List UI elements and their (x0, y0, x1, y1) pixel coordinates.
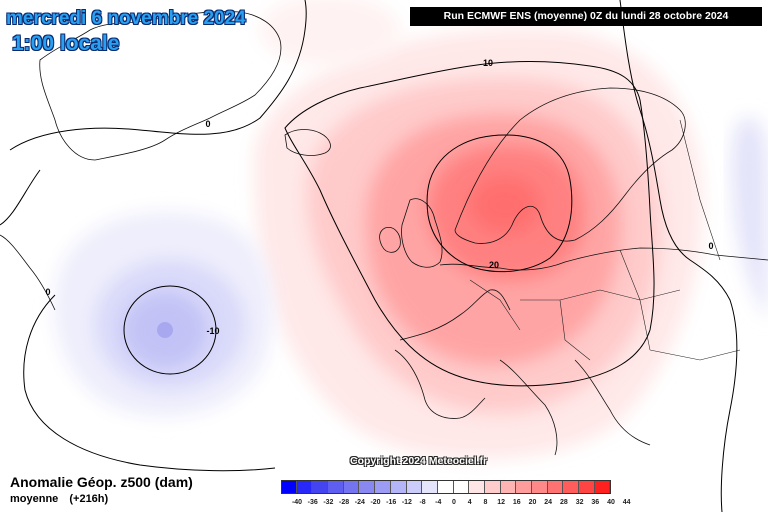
color-swatch (422, 480, 438, 494)
forecast-time: 1:00 locale (12, 32, 120, 55)
contour-label: -10 (206, 326, 219, 336)
greenland-coast (39, 11, 282, 161)
british-isles-coast (379, 198, 443, 268)
color-swatch (453, 480, 470, 494)
labrador-coast (0, 234, 56, 311)
color-scale-tick: 40 (607, 499, 615, 506)
color-swatch (594, 480, 611, 494)
contour-label: 0 (205, 119, 210, 129)
color-swatch (563, 480, 580, 494)
subtitle-mean: moyenne (10, 493, 59, 505)
color-swatch (328, 480, 344, 494)
color-swatch (281, 480, 297, 494)
contour-zero-east (619, 0, 738, 512)
map-parameter-title: Anomalie Géop. z500 (dam) (10, 474, 193, 490)
color-scale-tick: 8 (483, 499, 488, 506)
color-scale-tick: -20 (370, 499, 381, 506)
contour-label: 0 (45, 287, 50, 297)
color-swatch (375, 480, 391, 494)
color-swatch (532, 480, 548, 494)
color-scale-tick: 44 (622, 499, 631, 506)
map-parameter-subtitle: moyenne (+216h) (10, 493, 116, 505)
color-swatch (312, 480, 329, 494)
color-scale-tick: 20 (528, 499, 537, 506)
scandinavia-coast (454, 87, 686, 244)
color-scale-tick: 36 (591, 499, 600, 506)
color-scale-tick: -4 (435, 499, 442, 506)
color-scale-tick: -8 (419, 499, 426, 506)
contour-label: 10 (483, 58, 493, 68)
forecast-date: mercredi 6 novembre 2024 (6, 8, 246, 29)
color-swatch (437, 480, 454, 494)
model-run-banner: Run ECMWF ENS (moyenne) 0Z du lundi 28 o… (410, 7, 762, 26)
negative-anomaly-east (731, 117, 768, 320)
color-scale-tick: 32 (575, 499, 584, 506)
contour-label: 0 (708, 241, 713, 251)
color-scale-tick: -36 (307, 499, 318, 506)
coastlines (0, 11, 768, 456)
color-scale-tick: 24 (544, 499, 553, 506)
color-scale-tick: 28 (559, 499, 568, 506)
contour-twenty (426, 134, 573, 273)
positive-anomaly-northwest (260, 0, 400, 65)
color-swatch (390, 480, 407, 494)
contour-zero-west (0, 0, 307, 472)
color-swatch (484, 480, 501, 494)
color-scale-tick: -32 (323, 499, 334, 506)
color-swatch (469, 480, 485, 494)
anomaly-contours (0, 0, 738, 512)
borders (469, 119, 741, 361)
color-scale (281, 480, 611, 494)
color-scale-tick: -40 (291, 499, 303, 506)
color-scale-ticks: -40 -36 -32 -28 -24 -20 -16 -12 -8 -4 0 4 8 12 16 20 24 2… (281, 499, 631, 511)
color-scale-tick: 12 (497, 499, 505, 506)
subtitle-lead-time: (+216h) (69, 493, 109, 505)
positive-anomaly-max (470, 177, 540, 233)
color-swatch (359, 480, 376, 494)
color-swatch (579, 480, 595, 494)
color-scale-tick: -24 (354, 499, 365, 506)
color-scale-tick: -28 (339, 499, 350, 506)
anomaly-shading (54, 0, 768, 459)
color-scale-tick: 4 (467, 499, 472, 506)
color-swatch (547, 480, 564, 494)
negative-anomaly-min (157, 322, 173, 338)
contour-labels: 10 0 20 0 0 -10 (45, 58, 713, 336)
contour-minus-ten (123, 285, 217, 375)
color-swatch (500, 480, 517, 494)
color-scale-tick: 0 (452, 499, 456, 506)
continent-coast (394, 247, 768, 456)
color-swatch (343, 480, 360, 494)
color-scale-tick: 16 (512, 499, 521, 506)
color-scale-tick: -12 (401, 499, 412, 506)
contour-label: 20 (489, 260, 499, 270)
contour-ten (284, 61, 655, 387)
color-swatch (516, 480, 532, 494)
copyright-notice: Copyright 2024 Meteociel.fr (350, 455, 488, 467)
color-swatch (406, 480, 423, 494)
color-swatch (296, 480, 313, 494)
color-scale-tick: -16 (386, 499, 397, 506)
